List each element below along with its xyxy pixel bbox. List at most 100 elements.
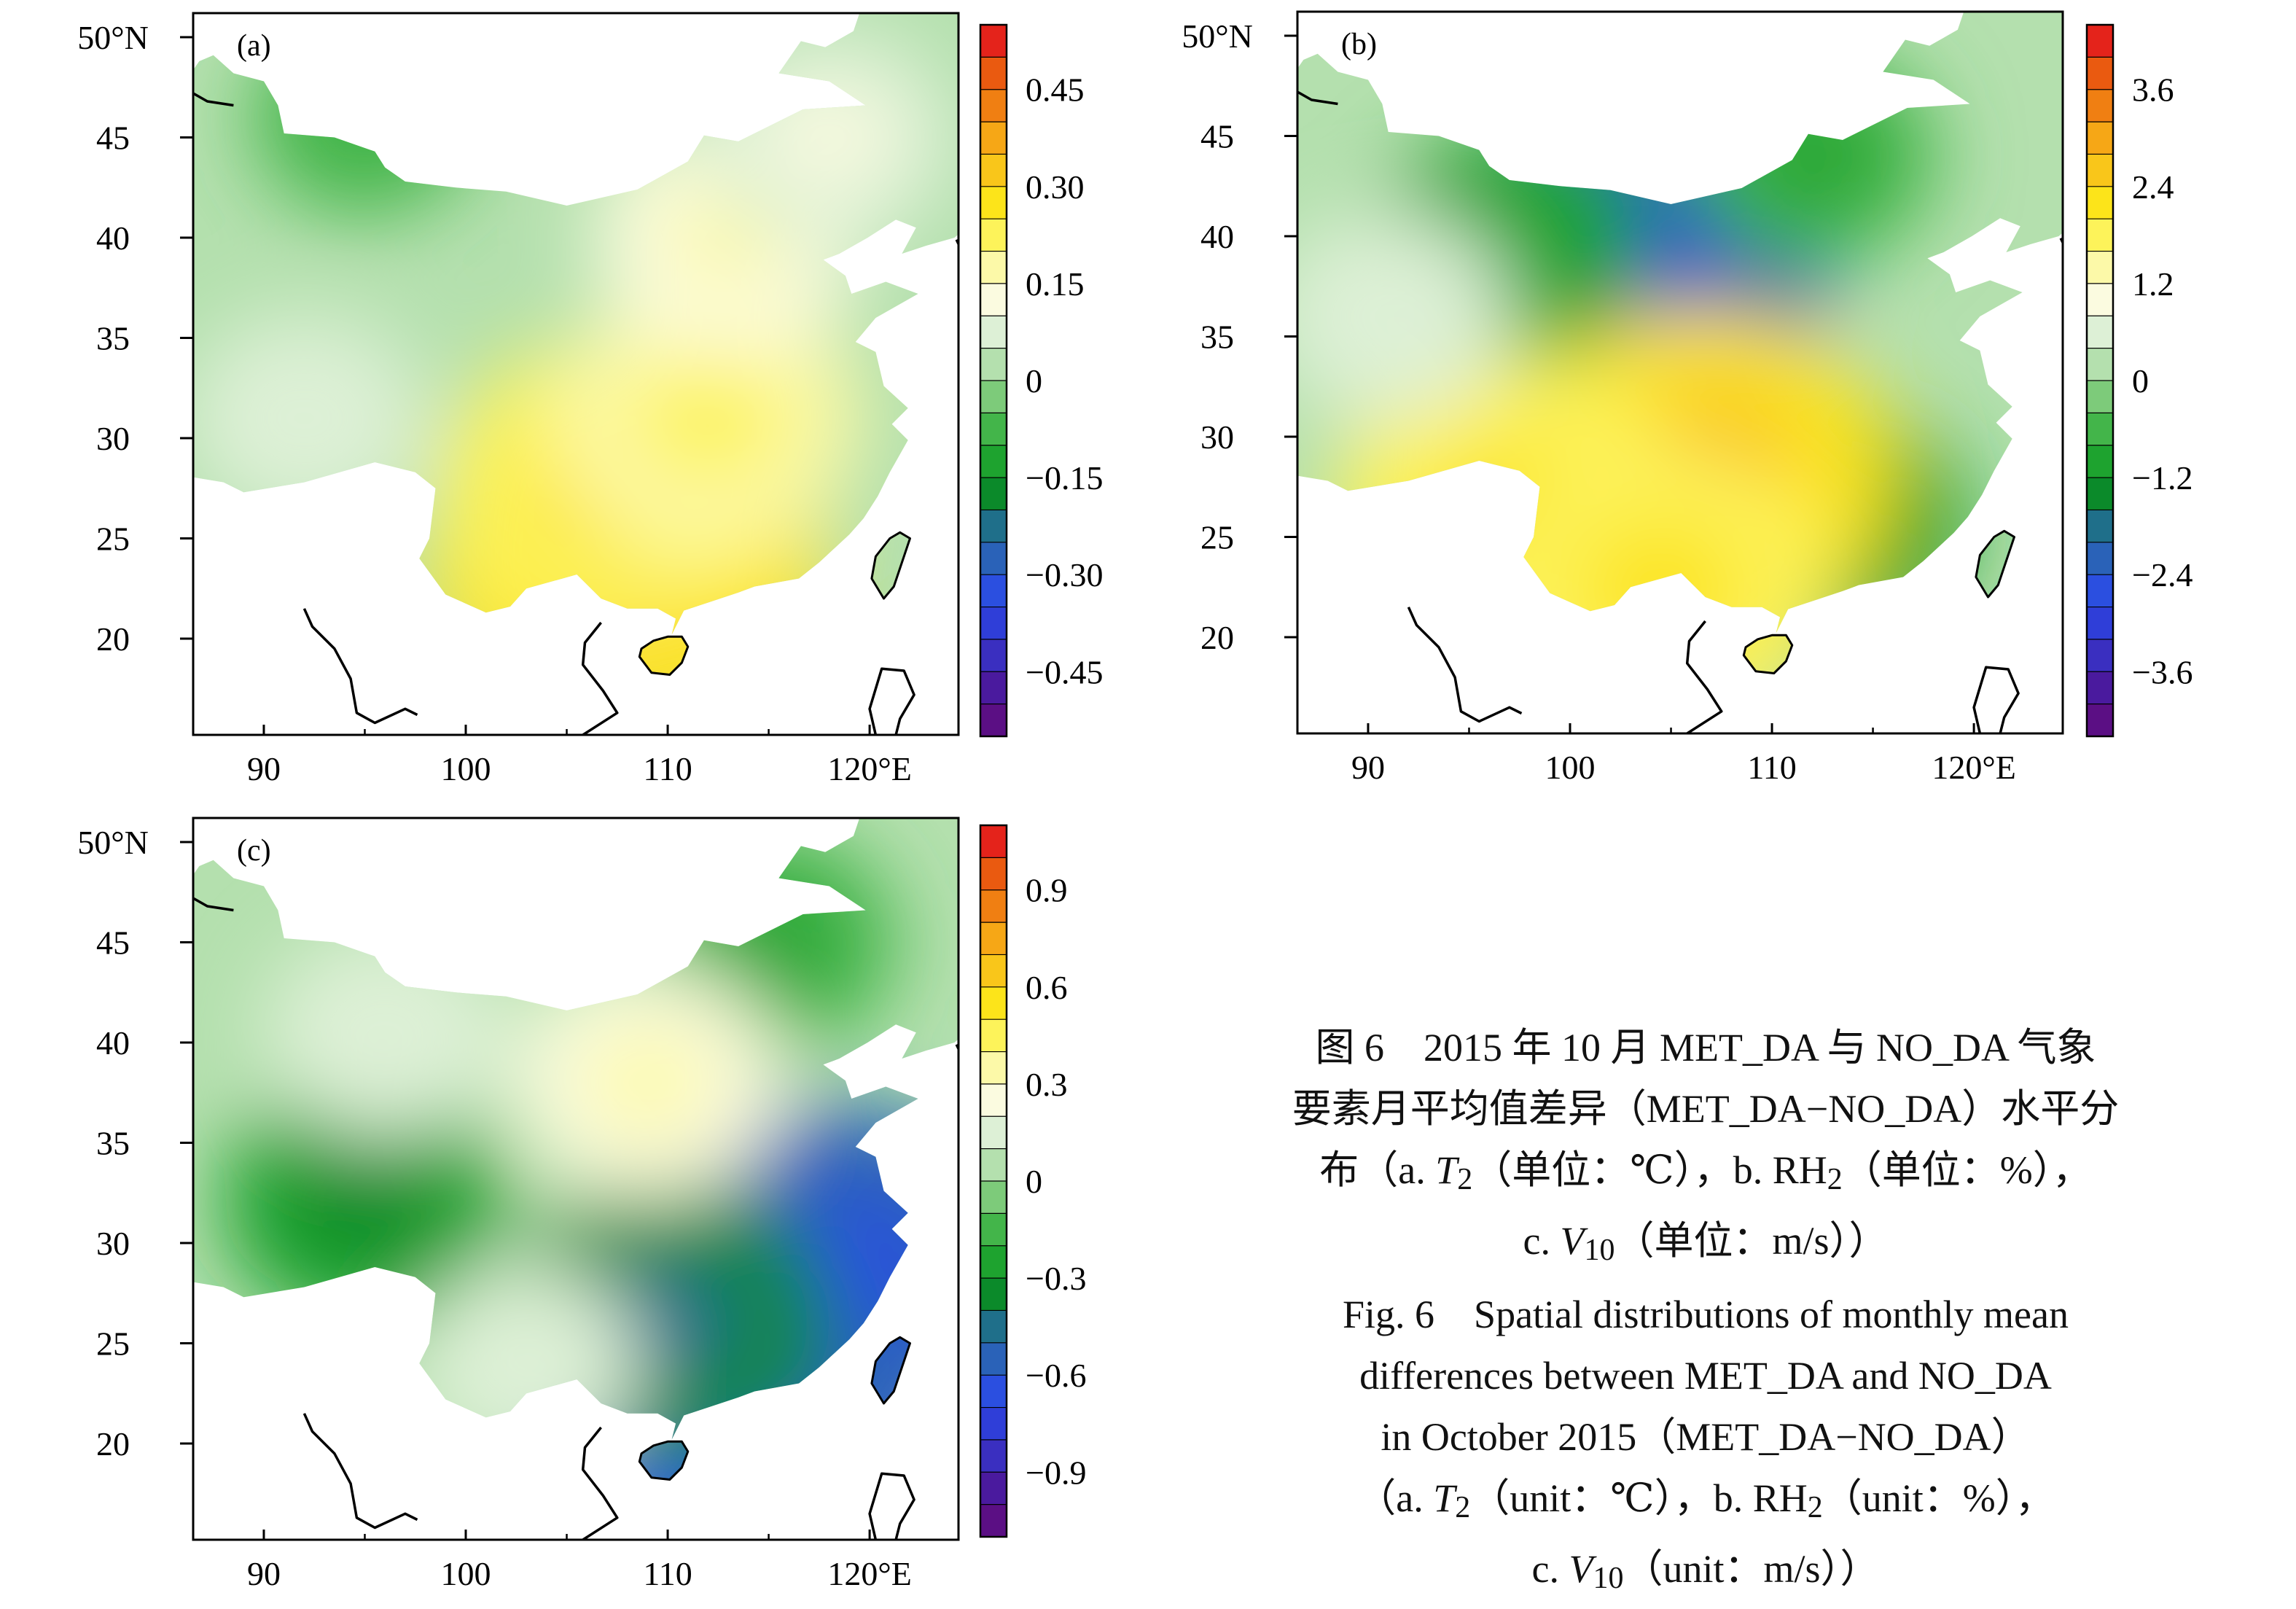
y-tick-label: 20 xyxy=(96,1425,130,1462)
y-tick-label: 20 xyxy=(1200,619,1234,656)
colorbar-swatch xyxy=(980,510,1007,542)
caption-en-line-4: （a. T2（unit：℃），b. RH2（unit：%）， xyxy=(1239,1468,2172,1538)
caption-en-line-2: differences between MET_DA and NO_DA xyxy=(1239,1345,2172,1406)
caption-zh-line-4: c. V10（单位：m/s）） xyxy=(1239,1210,2172,1281)
y-tick-label: 35 xyxy=(96,320,130,357)
japan-coast xyxy=(2182,321,2296,413)
field-hotspot-core xyxy=(633,357,783,479)
colorbar-swatch xyxy=(2087,671,2113,704)
colorbar-swatch xyxy=(980,1181,1007,1214)
japan-coast xyxy=(1078,322,1284,415)
colorbar-swatch xyxy=(2087,574,2113,607)
colorbar-swatch xyxy=(2087,284,2113,316)
vietnam-coast xyxy=(583,1427,617,1540)
lake-baikal xyxy=(550,0,660,7)
x-tick-label: 110 xyxy=(1747,749,1796,786)
field-layer xyxy=(183,13,958,744)
y-tick-label: 35 xyxy=(96,1125,130,1162)
y-tick-label: 50°N xyxy=(77,19,149,56)
colorbar-swatch xyxy=(980,90,1007,122)
colorbar-tick-label: −0.3 xyxy=(1026,1260,1086,1297)
colorbar-swatch xyxy=(980,25,1007,58)
colorbar-swatch xyxy=(2087,445,2113,478)
x-tick-label: 90 xyxy=(247,1555,281,1592)
colorbar-swatch xyxy=(2087,704,2113,737)
caption-zh-line-3: 布（a. T2（单位：℃），b. RH2（单位：%）， xyxy=(1239,1139,2172,1210)
colorbar-swatch xyxy=(980,381,1007,413)
colorbar-tick-label: −1.2 xyxy=(2132,459,2192,496)
colorbar-tick-label: −2.4 xyxy=(2132,556,2192,593)
x-tick-label: 120°E xyxy=(827,750,912,787)
field-hotspot-core xyxy=(768,87,890,187)
x-tick-label: 120°E xyxy=(827,1555,912,1592)
colorbar-swatch xyxy=(980,445,1007,478)
colorbar-tick-label: 0.45 xyxy=(1026,71,1085,109)
colorbar-swatch xyxy=(980,187,1007,219)
y-tick-label: 40 xyxy=(96,1024,130,1061)
colorbar-tick-label: 0.9 xyxy=(1026,872,1068,909)
myanmar-coast xyxy=(1408,607,1521,722)
colorbar-swatch xyxy=(2087,122,2113,155)
colorbar-swatch xyxy=(980,1278,1007,1311)
caption-en-line-1: Fig. 6 Spatial distributions of monthly … xyxy=(1239,1284,2172,1345)
colorbar-swatch xyxy=(980,890,1007,923)
colorbar-swatch xyxy=(980,825,1007,858)
colorbar-tick-label: −0.45 xyxy=(1026,653,1103,690)
panel-label: (b) xyxy=(1341,28,1377,61)
colorbar-swatch xyxy=(980,219,1007,252)
colorbar-tick-label: 0 xyxy=(2132,362,2149,400)
colorbar-swatch xyxy=(2087,348,2113,381)
panel-label: (a) xyxy=(237,29,271,63)
colorbar-tick-label: 2.4 xyxy=(2132,168,2174,206)
y-tick-label: 45 xyxy=(96,924,130,962)
y-tick-label: 40 xyxy=(96,219,130,257)
colorbar-tick-label: 0.6 xyxy=(1026,969,1068,1006)
colorbar-swatch xyxy=(980,857,1007,890)
field-hotspot-core xyxy=(327,985,443,1080)
colorbar-swatch xyxy=(980,1472,1007,1505)
colorbar-tick-label: −0.6 xyxy=(1026,1357,1086,1394)
y-tick-label: 25 xyxy=(96,1325,130,1363)
caption-zh-line-2: 要素月平均值差异（MET_DA−NO_DA）水平分 xyxy=(1239,1078,2172,1139)
y-tick-label: 50°N xyxy=(1182,17,1253,55)
colorbar-swatch xyxy=(980,1149,1007,1182)
colorbar-swatch xyxy=(980,1343,1007,1376)
field-hotspot-core xyxy=(582,1029,712,1136)
x-tick-label: 90 xyxy=(247,750,281,787)
x-tick-label: 120°E xyxy=(1932,749,2016,786)
colorbar-swatch xyxy=(2087,510,2113,542)
map-area xyxy=(193,726,1284,1561)
caption-zh-line-1: 图 6 2015 年 10 月 MET_DA 与 NO_DA 气象 xyxy=(1239,1017,2172,1078)
colorbar-swatch xyxy=(2087,252,2113,284)
philippines-coast xyxy=(1974,667,2018,733)
colorbar-swatch xyxy=(980,671,1007,704)
colorbar-swatch xyxy=(2087,25,2113,58)
field-hotspot-core xyxy=(472,1319,581,1408)
field-hotspot-core xyxy=(1579,520,1744,655)
colorbar-swatch xyxy=(980,413,1007,445)
caption-chinese: 图 6 2015 年 10 月 MET_DA 与 NO_DA 气象 要素月平均值… xyxy=(1239,1017,2172,1281)
colorbar-swatch xyxy=(2087,90,2113,122)
colorbar-swatch xyxy=(980,1440,1007,1473)
colorbar-swatch xyxy=(980,154,1007,187)
y-tick-label: 45 xyxy=(1200,118,1234,155)
colorbar-swatch xyxy=(2087,154,2113,187)
x-tick-label: 110 xyxy=(643,1555,692,1592)
colorbar-swatch xyxy=(980,478,1007,510)
y-tick-label: 45 xyxy=(96,120,130,157)
colorbar-tick-label: −3.6 xyxy=(2132,653,2192,690)
colorbar-swatch xyxy=(2087,219,2113,252)
colorbar-swatch xyxy=(2087,478,2113,510)
field-hotspot-core xyxy=(297,1147,434,1258)
colorbar-tick-label: 0.30 xyxy=(1026,168,1085,206)
field-layer xyxy=(193,818,1033,1561)
colorbar-swatch xyxy=(980,954,1007,987)
colorbar-swatch xyxy=(2087,639,2113,672)
colorbar-swatch xyxy=(980,542,1007,575)
colorbar-swatch xyxy=(2087,381,2113,413)
colorbar-swatch xyxy=(980,1116,1007,1149)
x-tick-label: 100 xyxy=(1545,749,1596,786)
caption-english: Fig. 6 Spatial distributions of monthly … xyxy=(1239,1284,2172,1609)
colorbar-swatch xyxy=(980,1084,1007,1117)
